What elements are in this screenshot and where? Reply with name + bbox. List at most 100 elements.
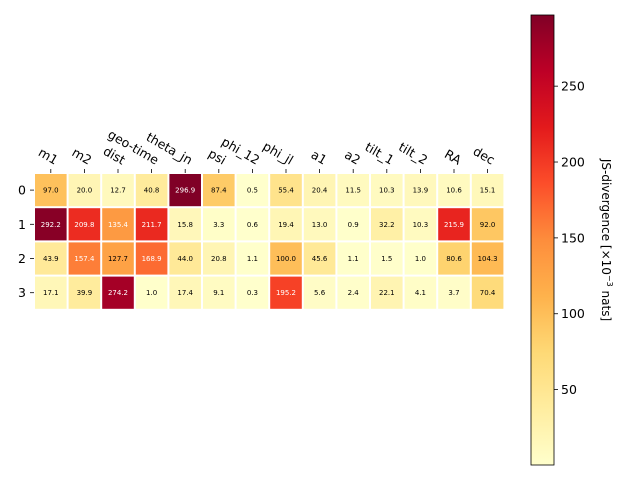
cell-value-label: 10.3	[379, 187, 395, 195]
row-label: 3	[18, 285, 26, 300]
heatmap-cell	[270, 174, 302, 207]
heatmap-cell	[303, 242, 336, 275]
heatmap-cell	[203, 276, 235, 309]
cell-value-label: 22.1	[379, 289, 395, 297]
heatmap-cell	[471, 276, 504, 309]
cell-value-label: 274.2	[108, 289, 128, 297]
heatmap-cell	[438, 174, 470, 207]
heatmap-cell	[371, 242, 403, 275]
cell-value-label: 3.3	[213, 221, 224, 229]
column-label: tilt_1	[362, 139, 396, 167]
heatmap-cell	[438, 242, 470, 275]
cell-value-label: 92.0	[480, 221, 496, 229]
cell-value-label: 15.8	[177, 221, 193, 229]
row-labels: 0 1 2 3	[18, 183, 34, 300]
colorbar-label: JS-divergence [×10−3 nats]	[599, 158, 614, 321]
heatmap-cell	[337, 174, 369, 207]
heatmap-cell	[337, 242, 369, 275]
heatmap-cell	[471, 242, 504, 275]
heatmap-cell	[35, 208, 67, 241]
cell-value-label: 44.0	[177, 255, 193, 263]
cell-value-label: 215.9	[444, 221, 464, 229]
heatmap-cell	[102, 276, 134, 309]
heatmap-cell	[270, 242, 302, 275]
cell-value-label: 43.9	[43, 255, 59, 263]
heatmap-cell	[471, 208, 504, 241]
heatmap-cell	[270, 276, 302, 309]
cell-value-label: 1.0	[415, 255, 426, 263]
cell-value-label: 20.8	[211, 255, 227, 263]
cell-value-label: 1.5	[381, 255, 392, 263]
heatmap-cell	[68, 174, 101, 207]
heatmap-cell	[337, 276, 369, 309]
colorbar-tick-label: 200	[561, 155, 585, 170]
cell-value-label: 87.4	[211, 187, 227, 195]
colorbar-ticks: 50 100 150 200 250	[554, 79, 585, 397]
heatmap-cell	[203, 208, 235, 241]
heatmap-cell	[371, 174, 403, 207]
heatmap-cell	[169, 276, 201, 309]
heatmap-cell	[35, 276, 67, 309]
cell-value-label: 40.8	[144, 187, 160, 195]
cell-value-label: 296.9	[175, 187, 195, 195]
cell-value-label: 195.2	[276, 289, 296, 297]
heatmap-cell	[404, 208, 437, 241]
heatmap-cell	[135, 242, 168, 275]
cell-value-label: 104.3	[478, 255, 498, 263]
heatmap-cell	[102, 242, 134, 275]
heatmap-cell	[371, 208, 403, 241]
cell-value-label: 5.6	[314, 289, 326, 297]
colorbar: 50 100 150 200 250 JS-divergence [×10−3 nats…	[530, 14, 614, 466]
cell-value-label: 127.7	[108, 255, 128, 263]
heatmap-cell	[303, 174, 336, 207]
heatmap-cell	[68, 208, 101, 241]
cell-value-label: 4.1	[415, 289, 426, 297]
cell-value-label: 20.4	[312, 187, 328, 195]
column-label: tilt_2	[396, 139, 430, 167]
cell-value-label: 45.6	[312, 255, 328, 263]
cell-value-label: 32.2	[379, 221, 395, 229]
colorbar-label-suffix: nats]	[599, 287, 613, 321]
heatmap-cell	[135, 276, 168, 309]
heatmap-cell	[303, 276, 336, 309]
column-label: m2	[69, 145, 94, 168]
row-label: 1	[18, 217, 26, 232]
cell-value-label: 19.4	[278, 221, 294, 229]
cell-value-label: 2.4	[348, 289, 360, 297]
column-label: m1	[36, 145, 61, 168]
heatmap-cell	[102, 208, 134, 241]
column-label: dec	[471, 143, 498, 167]
cell-value-label: 1.1	[247, 255, 258, 263]
heatmap-cell	[337, 208, 369, 241]
heatmap-cell	[35, 174, 67, 207]
heatmap-cell	[438, 276, 470, 309]
cell-value-label: 292.2	[41, 221, 61, 229]
cell-value-label: 168.9	[142, 255, 162, 263]
row-label: 2	[18, 251, 26, 266]
cell-value-label: 12.7	[110, 187, 126, 195]
column-label: a2	[342, 147, 363, 168]
heatmap-cells: 97.0 20.0 12.7 40.8 296.9 87.4 0.5 55.4 20.4 11.5…	[35, 174, 504, 309]
colorbar-tick-label: 100	[561, 306, 585, 321]
cell-value-label: 39.9	[77, 289, 93, 297]
heatmap-cell	[169, 174, 201, 207]
heatmap-cell	[404, 174, 437, 207]
cell-value-label: 20.0	[77, 187, 93, 195]
cell-value-label: 1.0	[146, 289, 157, 297]
heatmap-cell	[471, 174, 504, 207]
heatmap-cell	[203, 242, 235, 275]
heatmap-cell	[404, 276, 437, 309]
heatmap-cell	[135, 174, 168, 207]
cell-value-label: 211.7	[142, 221, 162, 229]
heatmap-cell	[270, 208, 302, 241]
cell-value-label: 13.9	[413, 187, 429, 195]
colorbar-tick-label: 150	[561, 230, 585, 245]
cell-value-label: 157.4	[74, 255, 95, 263]
heatmap-cell	[169, 242, 201, 275]
cell-value-label: 9.1	[213, 289, 224, 297]
column-label: phi_jl	[260, 138, 296, 167]
row-label: 0	[18, 183, 26, 198]
cell-value-label: 10.6	[446, 187, 462, 195]
